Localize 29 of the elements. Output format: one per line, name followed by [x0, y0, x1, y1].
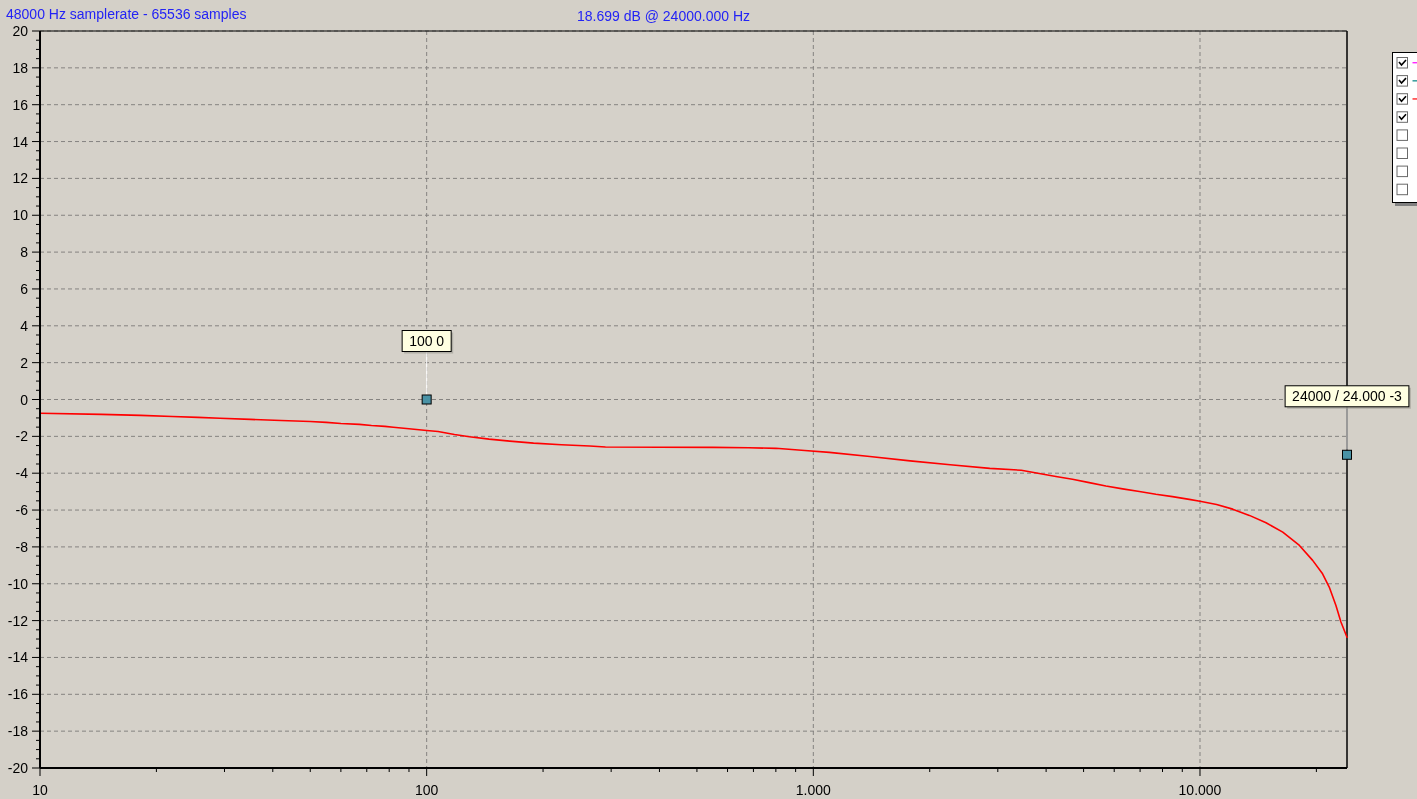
y-tick-label: 12 [12, 170, 29, 187]
y-tick-label: 18 [12, 59, 29, 76]
y-tick-label: -2 [15, 428, 29, 445]
y-tick-label: -20 [7, 760, 29, 776]
x-tick-label: 100 [414, 782, 439, 798]
y-tick-label: -10 [7, 575, 29, 592]
y-tick-label: 20 [12, 23, 29, 39]
y-tick-label: 10 [12, 207, 29, 224]
chart-title: 48000 Hz samplerate - 65536 samples [6, 6, 247, 22]
y-tick-label: 2 [20, 354, 29, 371]
y-tick-label: -14 [7, 649, 29, 666]
x-tick-label: 1.000 [795, 782, 832, 798]
y-tick-label: -12 [7, 612, 29, 629]
data-label: 24000 / 24.000 -3 [1292, 388, 1403, 405]
y-tick-label: -8 [15, 538, 29, 555]
x-tick-label: 10.000 [1178, 782, 1222, 798]
y-tick-label: -18 [7, 723, 29, 740]
y-tick-label: 14 [12, 133, 29, 150]
y-tick-label: 4 [20, 317, 29, 334]
chart-subtitle: 18.699 dB @ 24000.000 Hz [577, 8, 751, 24]
data-label: 100 0 [409, 333, 445, 349]
y-tick-label: -4 [15, 465, 29, 482]
y-tick-label: 0 [20, 391, 29, 408]
y-tick-label: -6 [15, 502, 29, 519]
y-tick-label: 6 [20, 280, 29, 297]
x-tick-label: 10 [32, 782, 48, 798]
y-tick-label: -16 [7, 686, 29, 703]
y-tick-label: 8 [20, 244, 29, 261]
y-tick-label: 16 [12, 96, 29, 113]
